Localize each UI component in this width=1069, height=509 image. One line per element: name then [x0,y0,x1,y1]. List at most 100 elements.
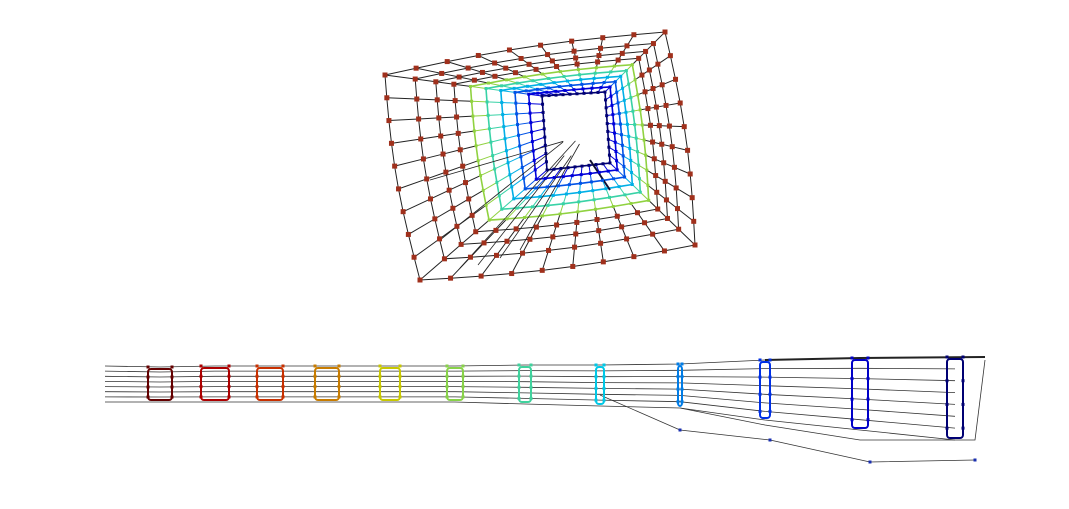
node-marker [532,149,535,152]
node-marker [492,61,497,66]
node-marker [228,375,231,378]
node-marker [147,396,150,399]
node-marker [663,179,668,184]
node-marker [485,87,488,90]
node-marker [531,79,534,82]
node-marker [578,191,581,194]
node-marker [505,217,508,220]
node-marker [607,138,610,141]
node-marker [447,188,452,193]
node-marker [256,365,259,368]
node-marker [534,225,539,230]
node-marker [620,51,625,56]
node-marker [654,105,659,110]
node-marker [575,62,580,67]
node-marker [769,439,772,442]
node-marker [569,93,572,96]
node-marker [458,147,463,152]
node-marker [606,122,609,125]
node-marker [516,82,519,85]
node-marker [514,226,519,231]
node-marker [595,217,600,222]
node-marker [605,106,608,109]
node-marker [466,66,471,71]
node-marker [639,108,642,111]
node-marker [580,173,583,176]
node-marker [541,95,544,98]
node-marker [488,219,491,222]
node-marker [609,70,612,73]
node-marker [493,228,498,233]
node-marker [647,199,650,202]
node-marker [572,88,575,91]
node-marker [630,171,633,174]
node-marker [486,100,489,103]
node-marker [663,30,668,35]
node-marker [769,359,772,362]
node-marker [384,95,389,100]
node-marker [487,82,490,85]
node-marker [595,375,598,378]
node-marker [550,58,555,63]
node-marker [869,461,872,464]
node-marker [643,89,648,94]
node-marker [578,73,581,76]
node-marker [603,364,606,367]
node-marker [502,125,505,128]
node-marker [616,58,621,63]
node-marker [606,76,609,79]
node-marker [488,127,491,130]
node-marker [546,248,551,253]
node-marker [616,168,619,171]
node-marker [544,177,547,180]
node-marker [588,164,591,167]
node-marker [401,209,406,214]
node-marker [962,356,965,359]
node-marker [572,49,577,54]
node-marker [655,207,660,212]
node-marker [446,365,449,368]
node-marker [645,106,650,111]
node-marker [200,385,203,388]
node-marker [606,130,609,133]
node-marker [462,375,465,378]
node-marker [480,70,485,75]
node-marker [443,170,448,175]
node-marker [421,156,426,161]
node-marker [595,399,598,402]
node-marker [589,172,592,175]
node-marker [637,164,640,167]
node-marker [660,82,665,87]
node-marker [690,195,695,200]
node-marker [611,113,614,116]
node-marker [171,366,174,369]
node-marker [627,83,630,86]
node-marker [479,274,484,279]
node-marker [619,123,622,126]
node-marker [495,181,498,184]
node-marker [629,159,632,162]
node-marker [607,146,610,149]
node-marker [501,113,504,116]
node-marker [604,187,607,190]
node-marker [448,276,453,281]
node-marker [522,177,525,180]
node-marker [590,87,593,90]
node-marker [282,365,285,368]
node-marker [579,78,582,81]
node-marker [648,123,653,128]
mesh-edge [487,102,502,103]
node-marker [558,85,561,88]
node-marker [438,133,443,138]
node-marker [514,102,517,105]
node-marker [572,245,577,250]
node-marker [638,177,641,180]
node-marker [974,459,977,462]
node-marker [470,213,475,218]
node-marker [603,375,606,378]
node-marker [531,205,534,208]
node-marker [200,365,203,368]
node-marker [562,93,565,96]
node-marker [470,100,473,103]
node-marker [534,168,537,171]
